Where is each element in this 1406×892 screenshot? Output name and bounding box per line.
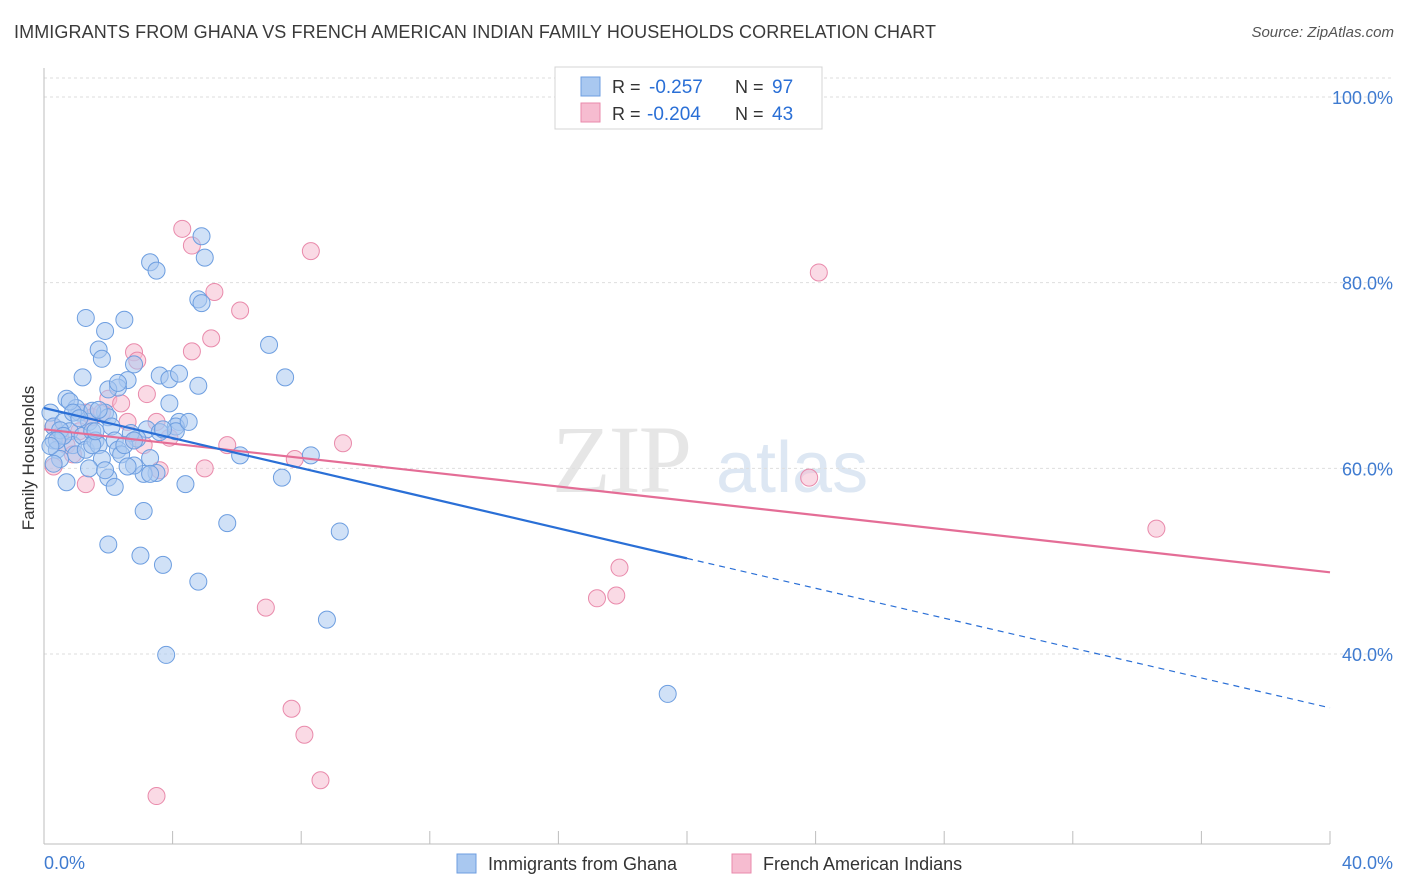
data-point-immigrants-from-ghana [108, 373, 127, 392]
data-point-immigrants-from-ghana [157, 645, 176, 664]
y-tick-label: 100.0% [1332, 88, 1393, 108]
correlation-legend: R = -0.257 N = 97 R = -0.204 N = 43 [554, 66, 823, 130]
gridlines [44, 77, 1393, 655]
data-point-french-american-indians [112, 394, 131, 413]
data-point-immigrants-from-ghana [44, 454, 63, 473]
data-point-immigrants-from-ghana [170, 364, 189, 383]
series-legend: Immigrants from Ghana French American In… [456, 853, 962, 874]
data-point-immigrants-from-ghana [141, 464, 160, 483]
data-point-french-american-indians [610, 558, 629, 577]
y-tick-label: 80.0% [1342, 274, 1393, 294]
data-point-french-american-indians [282, 699, 301, 718]
data-point-immigrants-from-ghana [80, 459, 99, 478]
data-point-french-american-indians [256, 598, 275, 617]
legend-n-label-ghana: N = [735, 77, 764, 97]
data-point-immigrants-from-ghana [92, 349, 111, 368]
data-point-french-american-indians [1147, 519, 1166, 538]
data-point-french-american-indians [311, 771, 330, 790]
data-point-immigrants-from-ghana [330, 522, 349, 541]
data-point-french-american-indians [333, 434, 352, 453]
data-point-french-american-indians [173, 219, 192, 238]
data-point-immigrants-from-ghana [272, 468, 291, 487]
data-point-french-american-indians [301, 242, 320, 261]
data-point-immigrants-from-ghana [99, 535, 118, 554]
trend-line-immigrants-from-ghana [43, 406, 688, 560]
x-axis-ticks [43, 831, 1331, 844]
y-tick-label: 40.0% [1342, 645, 1393, 665]
data-point-immigrants-from-ghana [118, 457, 137, 476]
data-point-french-american-indians [295, 725, 314, 744]
data-point-immigrants-from-ghana [276, 368, 295, 387]
y-axis-tick-labels: 40.0% 60.0% 80.0% 100.0% [1332, 88, 1393, 665]
data-point-french-american-indians [205, 282, 224, 301]
x-tick-label-0: 0.0% [44, 853, 85, 873]
data-point-french-american-indians [202, 329, 221, 348]
data-point-french-american-indians [607, 586, 626, 605]
data-point-immigrants-from-ghana [189, 376, 208, 395]
data-point-french-american-indians [182, 342, 201, 361]
y-tick-label: 60.0% [1342, 459, 1393, 479]
legend-r-label-french: R = [612, 104, 641, 124]
bottom-legend-swatch-ghana [456, 853, 477, 874]
trend-line-extension-immigrants-from-ghana [686, 557, 1331, 709]
watermark-zip: ZIP [552, 406, 690, 513]
legend-r-label-ghana: R = [612, 77, 641, 97]
data-point-immigrants-from-ghana [57, 473, 76, 492]
legend-n-value-ghana: 97 [772, 77, 793, 98]
data-point-immigrants-from-ghana [658, 684, 677, 703]
data-point-french-american-indians [76, 475, 95, 494]
data-point-immigrants-from-ghana [105, 477, 124, 496]
legend-r-value-french: -0.204 [647, 104, 701, 125]
watermark-atlas: atlas [716, 428, 868, 508]
chart-title: IMMIGRANTS FROM GHANA VS FRENCH AMERICAN… [14, 22, 937, 42]
bottom-legend-label-french: French American Indians [763, 854, 962, 874]
x-tick-label-40: 40.0% [1342, 853, 1393, 873]
trend-line-french-american-indians [43, 428, 1331, 574]
data-point-french-american-indians [587, 589, 606, 608]
data-point-immigrants-from-ghana [260, 335, 279, 354]
legend-swatch-ghana [580, 76, 601, 97]
trend-lines [43, 406, 1331, 709]
data-point-french-american-indians [800, 468, 819, 487]
data-point-immigrants-from-ghana [153, 420, 172, 439]
data-point-immigrants-from-ghana [179, 412, 198, 431]
data-point-immigrants-from-ghana [192, 294, 211, 313]
data-point-french-american-indians [147, 787, 166, 806]
data-point-immigrants-from-ghana [176, 475, 195, 494]
data-point-immigrants-from-ghana [134, 502, 153, 521]
data-point-immigrants-from-ghana [195, 248, 214, 267]
data-point-immigrants-from-ghana [301, 446, 320, 465]
data-point-immigrants-from-ghana [76, 308, 95, 327]
bottom-legend-swatch-french [731, 853, 752, 874]
data-point-immigrants-from-ghana [41, 437, 60, 456]
data-point-french-american-indians [231, 301, 250, 320]
data-point-immigrants-from-ghana [115, 310, 134, 329]
data-point-immigrants-from-ghana [192, 227, 211, 246]
data-point-immigrants-from-ghana [189, 572, 208, 591]
legend-r-value-ghana: -0.257 [649, 77, 703, 98]
data-point-immigrants-from-ghana [73, 368, 92, 387]
data-point-immigrants-from-ghana [131, 546, 150, 565]
data-point-immigrants-from-ghana [125, 355, 144, 374]
y-axis-label: Family Households [19, 386, 38, 531]
data-point-immigrants-from-ghana [86, 422, 105, 441]
legend-n-value-french: 43 [772, 104, 793, 125]
data-point-immigrants-from-ghana [160, 394, 179, 413]
data-point-immigrants-from-ghana [218, 514, 237, 533]
data-point-french-american-indians [809, 263, 828, 282]
data-point-immigrants-from-ghana [96, 321, 115, 340]
data-point-immigrants-from-ghana [317, 610, 336, 629]
legend-n-label-french: N = [735, 104, 764, 124]
data-point-french-american-indians [195, 459, 214, 478]
data-point-immigrants-from-ghana [147, 261, 166, 280]
source-credit: Source: ZipAtlas.com [1251, 24, 1394, 41]
legend-swatch-french [580, 102, 601, 123]
data-point-french-american-indians [137, 385, 156, 404]
data-point-immigrants-from-ghana [89, 400, 108, 419]
bottom-legend-label-ghana: Immigrants from Ghana [488, 854, 678, 874]
data-point-immigrants-from-ghana [153, 555, 172, 574]
data-point-immigrants-from-ghana [96, 461, 115, 480]
